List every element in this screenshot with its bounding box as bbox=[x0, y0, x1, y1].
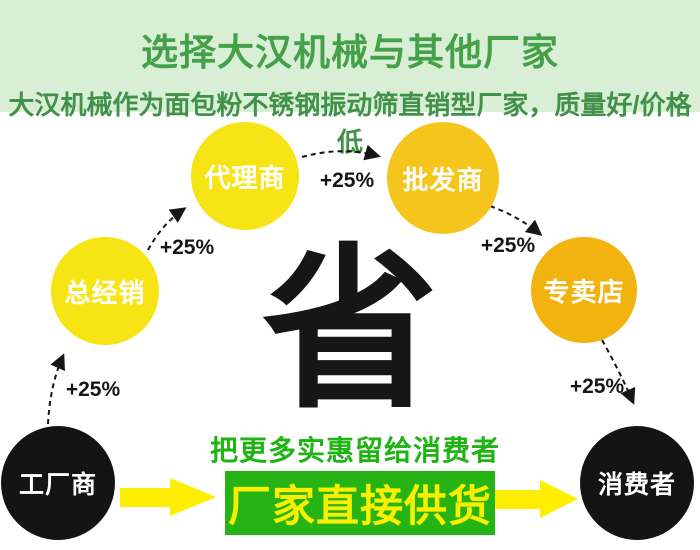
node-consumer-label: 消费者 bbox=[597, 471, 676, 499]
direct-supply-banner-label: 厂家直接供货 bbox=[228, 483, 492, 531]
header-band: 选择大汉机械与其他厂家 大汉机械作为面包粉不锈钢振动筛直销型厂家，质量好/价格低 bbox=[0, 0, 700, 157]
node-general-distributor: 总经销 bbox=[51, 237, 159, 345]
node-agent-label: 代理商 bbox=[204, 162, 286, 193]
page-subtitle: 大汉机械作为面包粉不锈钢振动筛直销型厂家，质量好/价格低 bbox=[8, 90, 692, 157]
node-consumer: 消费者 bbox=[580, 426, 694, 540]
node-specialty-store-label: 专卖店 bbox=[543, 276, 625, 307]
node-agent: 代理商 bbox=[191, 122, 299, 230]
dashed-arrow-wholesaler-to-store bbox=[489, 205, 543, 236]
yellow-arrow-banner-to-consumer bbox=[487, 480, 578, 518]
increment-label-store-consumer: +25% bbox=[569, 375, 625, 398]
node-general-distributor-label: 总经销 bbox=[64, 277, 146, 308]
page-title: 选择大汉机械与其他厂家 bbox=[141, 32, 559, 73]
increment-label-factory-general: +25% bbox=[65, 378, 121, 401]
yellow-arrow-factory-to-banner bbox=[120, 478, 216, 516]
save-character: 省 bbox=[261, 233, 438, 429]
increment-label-general-agent: +25% bbox=[159, 236, 215, 259]
increment-label-wholesaler-store: +25% bbox=[480, 234, 536, 257]
increment-label-agent-wholesaler: +25% bbox=[319, 169, 375, 192]
direct-supply-banner: 厂家直接供货 bbox=[225, 471, 495, 535]
node-factory: 工厂商 bbox=[1, 426, 115, 540]
node-factory-label: 工厂商 bbox=[18, 471, 97, 499]
node-specialty-store: 专卖店 bbox=[531, 237, 637, 343]
node-wholesaler: 批发商 bbox=[387, 122, 499, 234]
node-wholesaler-label: 批发商 bbox=[402, 164, 484, 195]
tagline: 把更多实惠留给消费者 bbox=[209, 435, 500, 466]
